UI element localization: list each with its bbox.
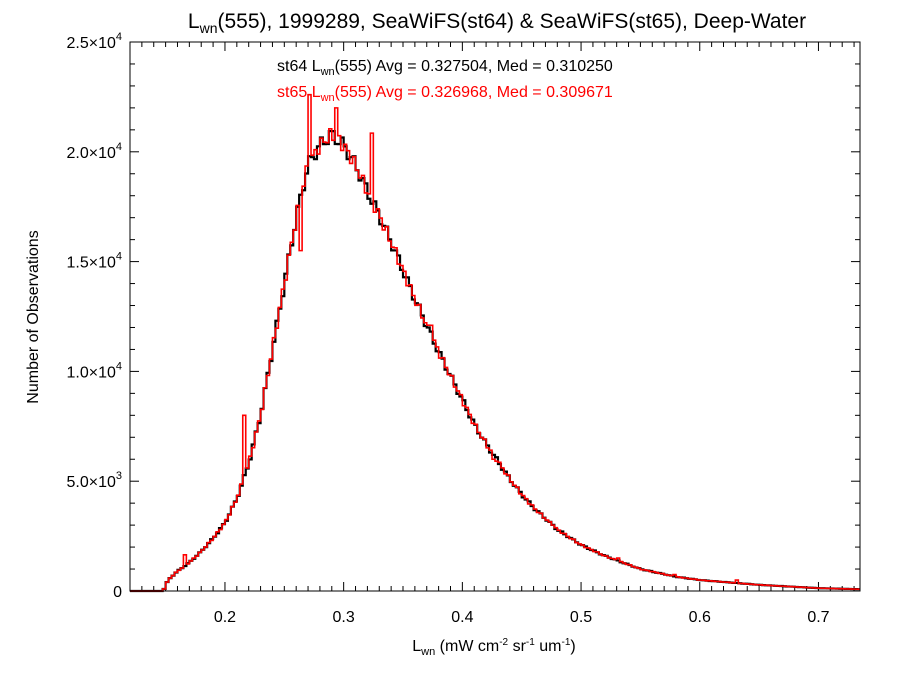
x-tick-label: 0.4 xyxy=(451,609,473,626)
y-tick-label: 1.5×104 xyxy=(66,251,122,272)
y-tick-label: 5.0×103 xyxy=(66,470,122,491)
stat-annotation-1: st64 Lwn(555) Avg = 0.327504, Med = 0.31… xyxy=(277,58,613,78)
x-tick-label: 0.3 xyxy=(333,609,355,626)
stats-annotations: st64 Lwn(555) Avg = 0.327504, Med = 0.31… xyxy=(277,58,613,104)
series-st64 xyxy=(130,129,860,593)
axis-ticks: 0.2 0.3 0.4 0.5 0.6 0.7 0 5.0×103 1.0×104 1.5×104… xyxy=(66,31,860,626)
chart-title: Lwn(555), 1999289, SeaWiFS(st64) & SeaWi… xyxy=(188,10,806,36)
series-st65 xyxy=(130,93,860,592)
stat-annotation-2: st65 Lwn(555) Avg = 0.326968, Med = 0.30… xyxy=(277,84,613,104)
x-tick-label: 0.6 xyxy=(689,609,711,626)
x-tick-label: 0.7 xyxy=(807,609,829,626)
x-tick-label: 0.2 xyxy=(214,609,236,626)
y-tick-label: 2.0×104 xyxy=(66,141,122,162)
y-tick-label: 2.5×104 xyxy=(66,31,122,52)
x-tick-label: 0.5 xyxy=(570,609,592,626)
plot-frame xyxy=(129,41,861,592)
series-layer xyxy=(130,93,860,593)
y-tick-label: 0 xyxy=(113,584,122,601)
y-tick-label: 1.0×104 xyxy=(66,360,122,381)
x-axis-label: Lwn (mW cm-2 sr-1 um-1) xyxy=(412,637,575,658)
y-axis-label: Number of Observations xyxy=(25,230,42,403)
